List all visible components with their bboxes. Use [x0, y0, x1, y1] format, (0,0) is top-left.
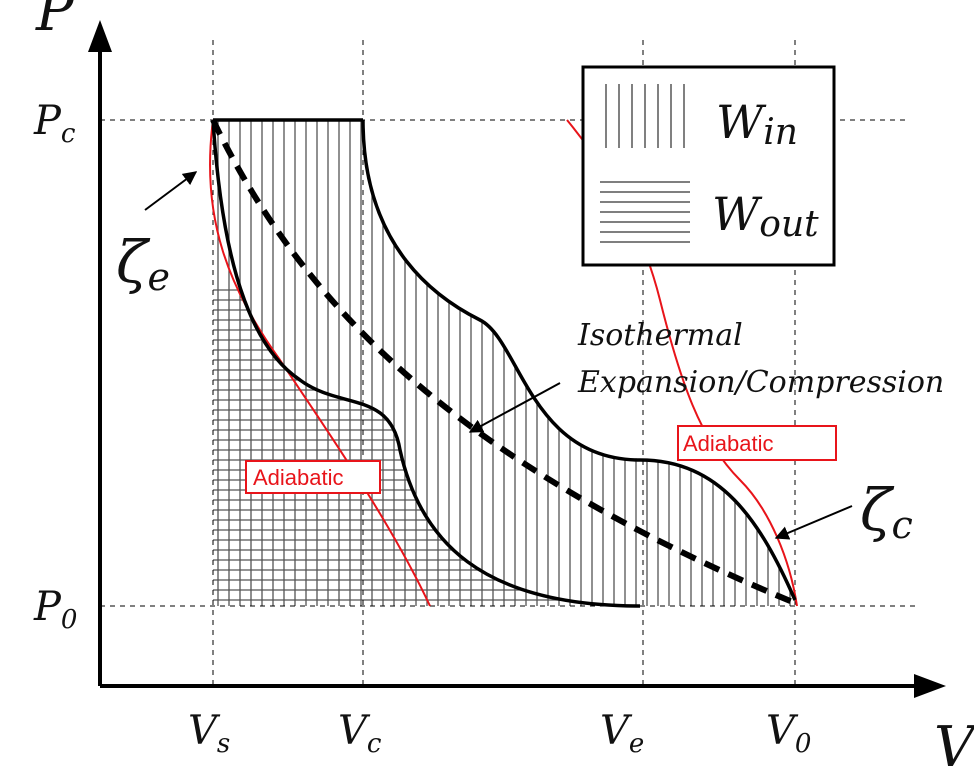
adiabatic-label-left: Adiabatic	[253, 465, 344, 490]
vc-tick-label: Vc	[338, 708, 382, 759]
ve-tick-label: Ve	[600, 708, 644, 759]
legend-win-label: Win	[716, 95, 798, 153]
process-curves	[210, 118, 797, 608]
legend-wout-swatch	[600, 181, 690, 243]
adiabatic-label-right-box	[677, 425, 837, 461]
adiabatic-label-right: Adiabatic	[683, 431, 774, 456]
zeta-c-label: ζc	[860, 476, 913, 547]
zeta-c-arrow	[774, 505, 853, 540]
x-axis-arrowhead	[914, 674, 946, 698]
v0-tick-label: V0	[766, 708, 811, 759]
vs-tick-label: Vs	[188, 708, 230, 759]
expansion-curve	[211, 119, 641, 608]
legend: Win Wout	[581, 65, 836, 267]
adiabatic-curve-left	[209, 119, 431, 607]
legend-win-swatch	[605, 84, 685, 148]
adiabatic-label-right-group: Adiabatic	[677, 425, 837, 461]
isothermal-curve	[210, 118, 797, 606]
y-axis-label: P	[35, 0, 75, 44]
adiabatic-label-left-box	[245, 460, 381, 494]
pc-tick-label: Pc	[33, 98, 76, 149]
isothermal-label-line1: Isothermal	[577, 318, 743, 353]
x-axis-label: V	[934, 715, 974, 766]
legend-wout-label: Wout	[712, 187, 819, 245]
isothermal-arrow	[468, 382, 561, 433]
axes	[88, 20, 946, 698]
zeta-e-label: ζe	[116, 228, 170, 299]
zeta-e-arrow	[144, 171, 198, 211]
isothermal-label-line2: Expansion/Compression	[577, 365, 944, 400]
p0-tick-label: P0	[33, 584, 77, 635]
compression-curve	[361, 119, 797, 601]
adiabatic-label-left-group: Adiabatic	[245, 460, 381, 494]
y-axis-arrowhead	[88, 20, 112, 52]
